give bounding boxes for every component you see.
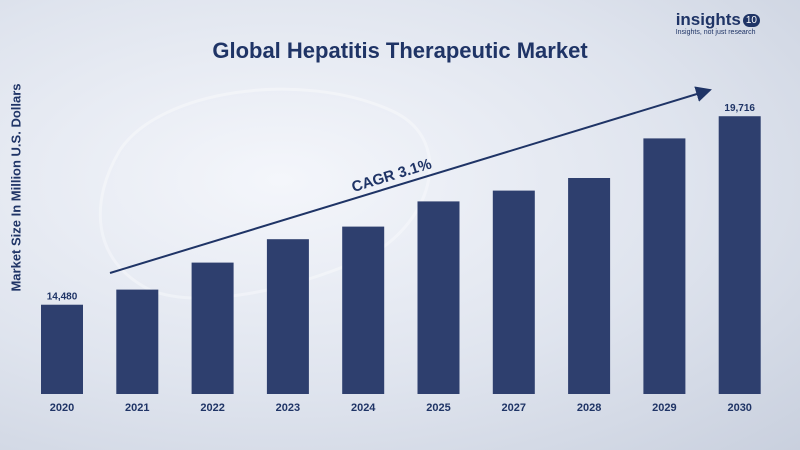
bar-2023 bbox=[266, 239, 309, 394]
cagr-arrow bbox=[109, 86, 712, 274]
x-tick-label-2021: 2021 bbox=[125, 402, 149, 414]
x-tick-label-2030: 2030 bbox=[727, 402, 751, 414]
data-label-2030: 19,716 bbox=[724, 103, 755, 114]
chart-title: Global Hepatitis Therapeutic Market bbox=[212, 38, 588, 63]
bar-2024 bbox=[342, 226, 385, 394]
bar-2025 bbox=[417, 201, 460, 394]
bar-2022 bbox=[191, 262, 234, 394]
brand-badge: 10 bbox=[742, 14, 760, 27]
brand-tagline: Insights, not just research bbox=[675, 29, 756, 36]
x-tick-label-2029: 2029 bbox=[652, 402, 676, 414]
bar-2029 bbox=[643, 138, 686, 394]
x-tick-label-2027: 2027 bbox=[502, 402, 526, 414]
bar-2030 bbox=[718, 116, 761, 394]
data-label-2020: 14,480 bbox=[47, 292, 78, 303]
x-tick-label-2024: 2024 bbox=[351, 402, 376, 414]
brand-logo: insights 10 Insights, not just research bbox=[676, 10, 760, 36]
x-tick-label-2025: 2025 bbox=[426, 402, 450, 414]
bar-2021 bbox=[116, 289, 159, 394]
x-tick-label-2020: 2020 bbox=[50, 402, 74, 414]
bar-2028 bbox=[568, 178, 611, 394]
x-tick-label-2022: 2022 bbox=[200, 402, 224, 414]
x-tick-label-2023: 2023 bbox=[276, 402, 300, 414]
bar-2020 bbox=[41, 304, 83, 394]
brand-name: insights bbox=[675, 10, 741, 29]
x-tick-label-2028: 2028 bbox=[577, 402, 601, 414]
cagr-annotation: CAGR 3.1% bbox=[350, 156, 434, 196]
bar-2027 bbox=[492, 190, 535, 394]
